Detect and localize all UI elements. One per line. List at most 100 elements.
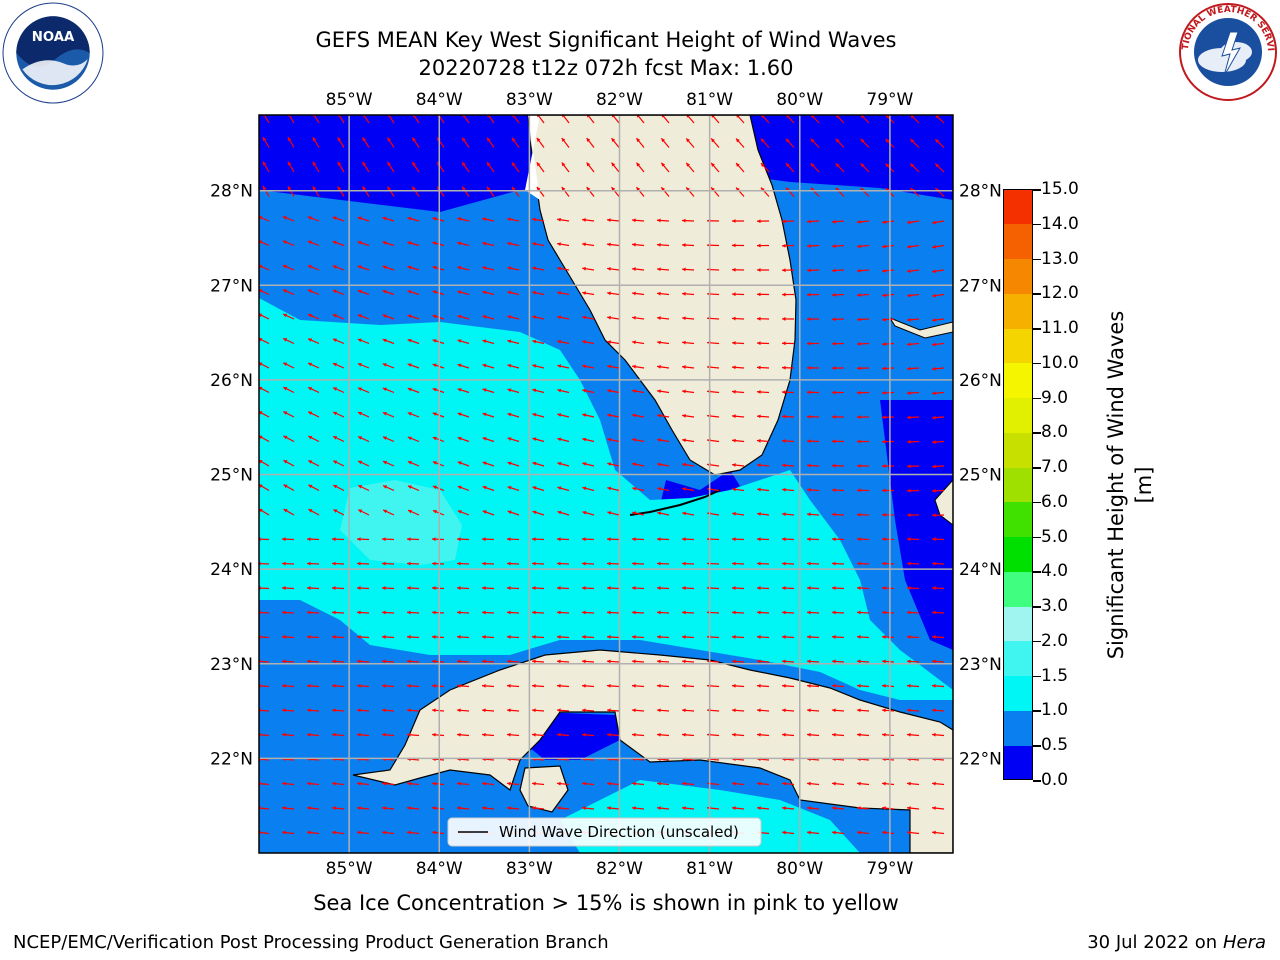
- wave-direction-arrowhead: [857, 512, 861, 517]
- wave-direction-arrowhead: [832, 830, 836, 835]
- wave-direction-arrowhead: [357, 659, 361, 664]
- footer-date-text: 30 Jul 2022 on: [1087, 932, 1223, 953]
- wave-direction-arrowhead: [657, 438, 661, 442]
- wave-direction-arrowhead: [907, 635, 911, 639]
- wave-direction-arrowhead: [857, 683, 861, 688]
- wave-direction-arrowhead: [507, 781, 511, 786]
- colorbar-segment: [1004, 641, 1032, 677]
- wave-direction-arrowhead: [832, 732, 836, 737]
- wave-direction-arrowhead: [885, 115, 890, 119]
- wave-direction-arrowhead: [882, 781, 886, 786]
- colorbar-label: Significant Height of Wind Waves [m]: [1104, 310, 1156, 660]
- wave-direction-arrowhead: [860, 115, 865, 119]
- wave-direction-arrowhead: [507, 732, 511, 737]
- wave-direction-arrowhead: [333, 411, 338, 416]
- wave-direction-arrowhead: [357, 708, 361, 713]
- wave-direction-arrowhead: [657, 806, 661, 811]
- wave-direction-arrowhead: [412, 186, 416, 191]
- wave-direction-arrowhead: [482, 241, 487, 246]
- wave-direction-arrowhead: [557, 510, 562, 515]
- lat-label-right: 26°N: [959, 371, 1002, 391]
- wave-direction-arrowhead: [283, 484, 288, 489]
- wave-direction-arrowhead: [782, 512, 786, 517]
- wave-direction-arrowhead: [785, 138, 790, 143]
- wave-direction-arrowhead: [332, 216, 337, 221]
- wave-direction-arrowhead: [807, 268, 811, 273]
- wave-direction-arrowhead: [407, 338, 412, 343]
- wave-direction-arrowhead: [810, 138, 815, 143]
- wave-direction-arrowhead: [732, 219, 736, 223]
- wave-direction-arrowhead: [857, 708, 861, 713]
- wave-direction-arrowhead: [432, 537, 436, 542]
- colorbar-tick-label: 10.0: [1041, 352, 1079, 373]
- wave-direction-arrowhead: [287, 161, 292, 166]
- wave-direction-arrowhead: [757, 708, 761, 713]
- wave-direction-arrowhead: [632, 218, 636, 223]
- wave-direction-arrowhead: [732, 732, 736, 737]
- lon-label-bottom: 79°W: [866, 859, 913, 879]
- wave-direction-arrowhead: [357, 586, 361, 590]
- wave-direction-arrowhead: [482, 732, 486, 737]
- wave-direction-arrowhead: [532, 388, 537, 393]
- wave-direction-arrowhead: [482, 510, 487, 514]
- wave-direction-arrowhead: [307, 635, 311, 639]
- wave-direction-arrowhead: [757, 292, 761, 297]
- wave-direction-arrowhead: [932, 342, 936, 347]
- colorbar-tick-mark: [1033, 258, 1041, 261]
- wave-direction-arrowhead: [332, 708, 336, 713]
- wave-direction-arrowhead: [607, 511, 612, 515]
- wave-direction-arrowhead: [907, 708, 911, 713]
- wave-direction-arrowhead: [657, 267, 661, 272]
- wave-height-band-1.0-1.5: [259, 298, 953, 700]
- wave-direction-arrowhead: [757, 316, 761, 321]
- wave-direction-arrowhead: [283, 411, 288, 415]
- wave-direction-arrowhead: [333, 460, 338, 465]
- wave-direction-arrowhead: [907, 439, 911, 444]
- wave-direction-arrowhead: [611, 138, 616, 143]
- wave-direction-arrowhead: [832, 463, 836, 468]
- wave-direction-arrowhead: [782, 610, 786, 615]
- wave-direction-arrowhead: [357, 387, 362, 391]
- wave-direction-arrowhead: [807, 317, 811, 322]
- colorbar-segment: [1004, 189, 1032, 225]
- wave-direction-arrowhead: [932, 659, 936, 664]
- wave-direction-arrowhead: [732, 635, 736, 639]
- wave-direction-arrowhead: [387, 161, 391, 166]
- wave-direction-arrowhead: [932, 513, 936, 518]
- wave-direction-arrowhead: [607, 364, 611, 369]
- wave-direction-arrowhead: [782, 806, 786, 811]
- wave-direction-arrowhead: [732, 438, 736, 443]
- wave-direction-arrowhead: [457, 659, 461, 664]
- wave-direction-arrowhead: [782, 219, 786, 224]
- wave-direction-arrowhead: [282, 635, 286, 639]
- wave-direction-arrowhead: [532, 290, 537, 295]
- wave-direction-arrowhead: [682, 462, 686, 467]
- wave-direction-arrowhead: [308, 509, 313, 513]
- wave-direction-arrowhead: [482, 635, 486, 639]
- wave-direction-arrowhead: [832, 708, 836, 713]
- wave-direction-arrowhead: [332, 659, 336, 664]
- wave-direction-arrowhead: [661, 162, 666, 167]
- wave-direction-arrowhead: [882, 732, 886, 737]
- wave-direction-arrowhead: [557, 242, 561, 247]
- colorbar-tick-mark: [1033, 710, 1041, 712]
- wave-direction-arrowhead: [582, 635, 586, 639]
- wave-direction-arrowhead: [582, 340, 587, 344]
- wave-direction-arrowhead: [860, 163, 865, 168]
- wave-direction-arrowhead: [308, 362, 313, 367]
- wave-direction-arrowhead: [907, 781, 911, 786]
- wave-direction-arrowhead: [657, 462, 661, 467]
- wave-direction-arrowhead: [732, 806, 736, 811]
- colorbar-tick-label: 0.5: [1041, 735, 1069, 756]
- wave-direction-arrowhead: [532, 242, 536, 246]
- colorbar-tick-mark: [1033, 467, 1041, 469]
- wave-direction-arrowhead: [857, 806, 861, 811]
- wave-direction-arrowhead: [308, 460, 313, 464]
- wave-direction-arrowhead: [282, 781, 286, 786]
- wave-direction-arrowhead: [333, 436, 338, 440]
- wave-direction-arrowhead: [807, 635, 811, 639]
- wave-direction-arrowhead: [807, 610, 811, 615]
- wave-direction-arrowhead: [557, 635, 561, 639]
- wave-direction-arrowhead: [732, 389, 736, 394]
- gridlines: [259, 115, 953, 853]
